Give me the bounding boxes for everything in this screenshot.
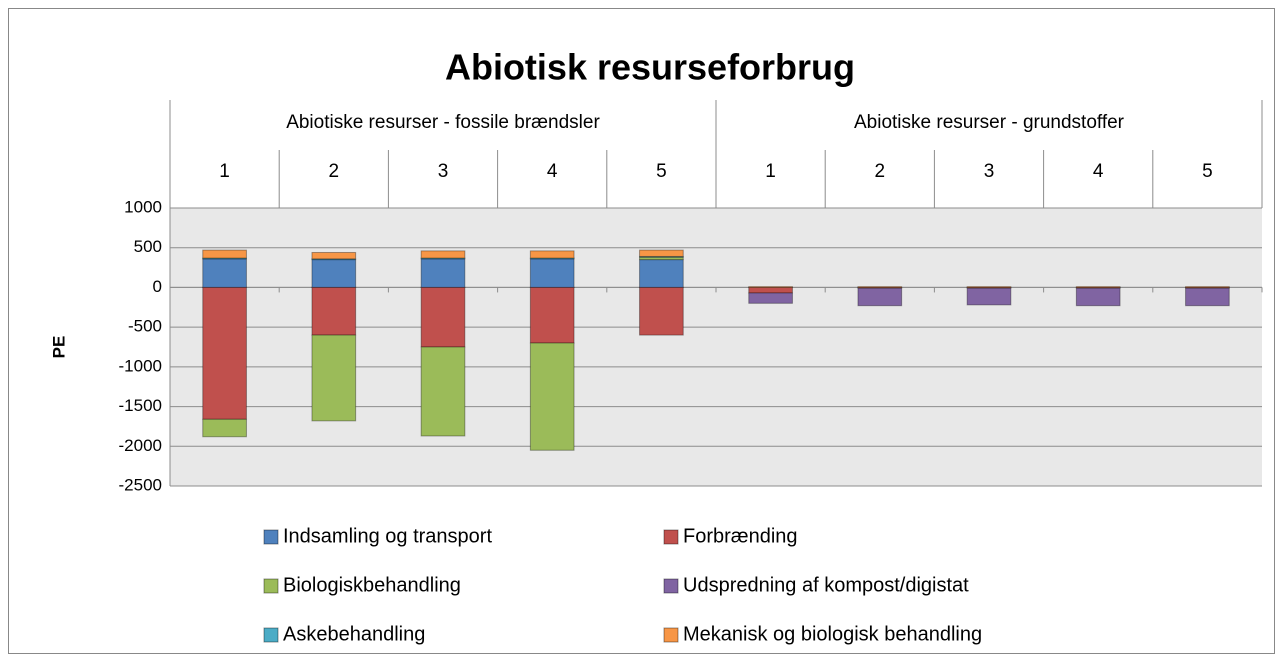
bar-segment [1185,287,1230,307]
legend-label: Forbrænding [683,525,798,547]
bar-segment [311,334,357,422]
x-tick-label: 1 [765,161,776,182]
bar-segment [748,292,793,304]
bar-segment [202,286,247,420]
y-tick-label: -1500 [119,396,162,415]
bar-segment [202,418,247,438]
x-tick-label: 3 [984,161,995,182]
bar-segment [857,286,903,288]
bar-segment [1075,286,1121,288]
bar-segment [639,286,684,336]
legend-swatch [663,627,679,643]
legend-label: Biologiskbehandling [283,574,461,596]
bar-segment [966,287,1012,306]
bar-segment [311,259,357,288]
bar-segment [420,250,466,259]
legend-swatch [263,627,279,643]
y-tick-label: -2000 [119,436,162,455]
bar-segment [639,256,684,261]
group-label: Abiotiske resurser - fossile brændsler [286,112,600,133]
bar-segment [420,258,466,288]
x-tick-label: 4 [1093,161,1104,182]
y-tick-label: 1000 [124,197,162,216]
x-tick-label: 3 [438,161,449,182]
y-tick-label: -500 [128,317,162,336]
bar-segment [1075,287,1121,307]
group-label: Abiotiske resurser - grundstoffer [854,112,1125,133]
bar-segment [529,342,575,451]
x-tick-label: 5 [656,161,667,182]
bar-segment [748,286,793,288]
bar-segment [420,286,466,348]
y-tick-label: -1000 [119,356,162,375]
legend-swatch [663,578,679,594]
bar-segment [311,251,357,260]
x-tick-label: 1 [219,161,230,182]
legend-swatch [663,529,679,545]
bar-segment [639,249,684,257]
bar-segment [529,250,575,259]
y-tick-label: -2500 [119,475,162,494]
legend-label: Udspredning af kompost/digistat [683,574,969,596]
x-tick-label: 4 [547,161,558,182]
x-tick-label: 2 [329,161,340,182]
bar-segment [748,286,793,294]
y-tick-label: 500 [134,237,162,256]
bar-segment [639,259,684,288]
bar-segment [966,286,1012,288]
x-tick-label: 5 [1202,161,1213,182]
chart-title: Abiotisk resurseforbrug [445,47,855,88]
legend-swatch [263,529,279,545]
bar-segment [311,286,357,336]
legend-label: Mekanisk og biologisk behandling [683,623,982,645]
bar-segment [1185,286,1230,288]
bar-segment [529,286,575,344]
legend-label: Indsamling og transport [283,525,492,547]
bar-segment [857,287,903,307]
x-tick-label: 2 [875,161,886,182]
bar-segment [202,258,247,288]
bar-segment [420,346,466,437]
bar-segment [202,249,247,259]
y-axis-label: PE [49,336,68,359]
legend-swatch [263,578,279,594]
legend-label: Askebehandling [283,623,425,645]
bar-segment [529,258,575,288]
y-tick-label: 0 [153,277,162,296]
